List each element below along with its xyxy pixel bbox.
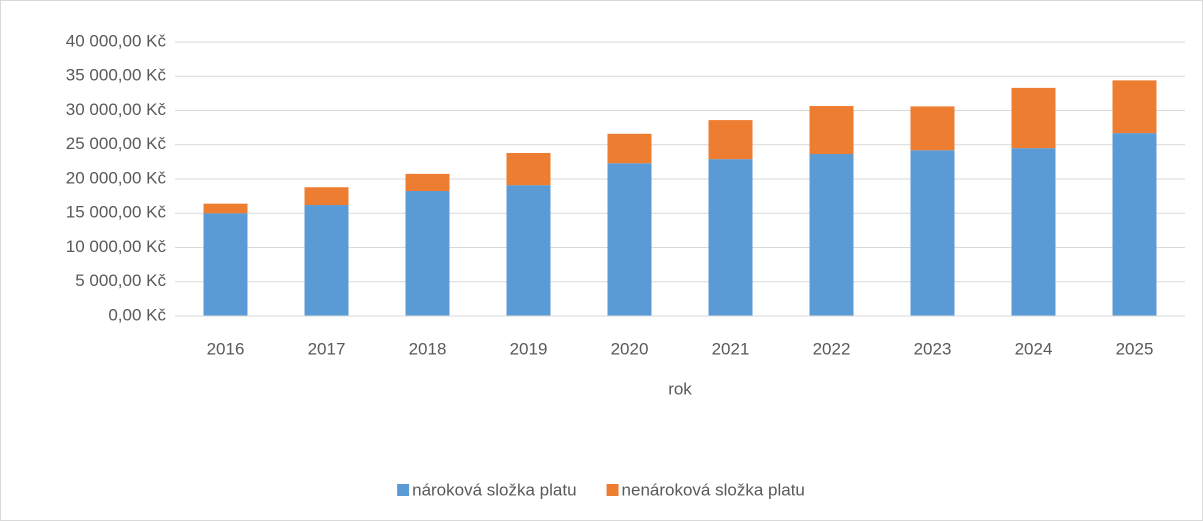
legend-label: nenároková složka platu — [622, 480, 805, 499]
bar-segment — [607, 163, 652, 316]
y-tick-label: 15 000,00 Kč — [66, 203, 167, 222]
bar-segment — [708, 159, 753, 316]
x-tick-label: 2020 — [611, 339, 649, 358]
x-tick-label: 2021 — [712, 339, 750, 358]
bar-segment — [1011, 87, 1056, 149]
bar-segment — [506, 152, 551, 186]
bar-segment — [405, 190, 450, 316]
bar-segment — [1112, 80, 1157, 134]
x-tick-label: 2022 — [813, 339, 851, 358]
y-tick-label: 30 000,00 Kč — [66, 100, 167, 119]
y-tick-label: 10 000,00 Kč — [66, 237, 167, 256]
legend-swatch — [397, 484, 410, 496]
bar-segment — [405, 173, 450, 191]
legend-label: nároková složka platu — [412, 480, 576, 499]
bar-segment — [304, 205, 349, 316]
x-tick-label: 2024 — [1015, 339, 1053, 358]
bar-segment — [203, 203, 248, 214]
y-tick-label: 5 000,00 Kč — [75, 271, 166, 290]
y-tick-label: 0,00 Kč — [108, 305, 166, 324]
bar-segment — [809, 106, 854, 154]
bar-segment — [708, 120, 753, 160]
bar-segment — [1112, 133, 1157, 316]
bar-segment — [304, 187, 349, 206]
x-tick-label: 2025 — [1116, 339, 1154, 358]
bar-segment — [910, 106, 955, 151]
x-tick-label: 2023 — [914, 339, 952, 358]
x-tick-label: 2016 — [207, 339, 245, 358]
bar-segment — [1011, 148, 1056, 316]
bar-segment — [506, 185, 551, 316]
bar-segment — [607, 133, 652, 164]
x-tick-label: 2019 — [510, 339, 548, 358]
x-tick-label: 2017 — [308, 339, 346, 358]
bar-segment — [203, 213, 248, 316]
y-tick-label: 25 000,00 Kč — [66, 134, 167, 153]
bar-segment — [910, 150, 955, 316]
x-axis-label: rok — [668, 379, 692, 398]
y-tick-label: 40 000,00 Kč — [66, 31, 167, 50]
legend-swatch — [606, 484, 619, 496]
y-tick-label: 20 000,00 Kč — [66, 168, 167, 187]
y-tick-label: 35 000,00 Kč — [66, 66, 167, 85]
bar-segment — [809, 153, 854, 316]
x-tick-label: 2018 — [409, 339, 447, 358]
